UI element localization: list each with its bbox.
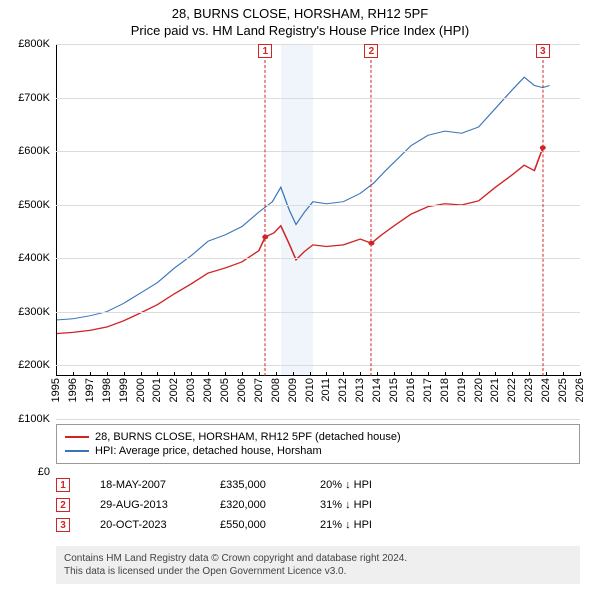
- y-tick-label: £500K: [18, 199, 56, 211]
- chart-marker: 3: [536, 44, 550, 58]
- legend-label: HPI: Average price, detached house, Hors…: [95, 445, 322, 457]
- transaction-date: 29-AUG-2013: [100, 499, 190, 511]
- transaction-row: 2 29-AUG-2013 £320,000 31% ↓ HPI: [56, 498, 580, 512]
- y-tick-label: £400K: [18, 252, 56, 264]
- chart: £0£100K£200K£300K£400K£500K£600K£700K£80…: [56, 44, 580, 376]
- transaction-delta: 20% ↓ HPI: [320, 479, 372, 491]
- legend-swatch: [65, 450, 89, 452]
- legend-item: HPI: Average price, detached house, Hors…: [65, 445, 571, 457]
- x-tick-label: 2005: [219, 378, 231, 402]
- transaction-row: 1 18-MAY-2007 £335,000 20% ↓ HPI: [56, 478, 580, 492]
- x-tick-label: 2026: [574, 378, 586, 402]
- transaction-date: 18-MAY-2007: [100, 479, 190, 491]
- chart-marker: 2: [364, 44, 378, 58]
- y-gridline: [56, 151, 580, 152]
- transaction-delta: 21% ↓ HPI: [320, 519, 372, 531]
- chart-marker-line: [371, 60, 372, 376]
- transactions-table: 1 18-MAY-2007 £335,000 20% ↓ HPI 2 29-AUG-201…: [56, 472, 580, 538]
- transaction-delta: 31% ↓ HPI: [320, 499, 372, 511]
- y-tick-label: £200K: [18, 359, 56, 371]
- transaction-price: £320,000: [220, 499, 290, 511]
- page-subtitle: Price paid vs. HM Land Registry's House …: [0, 23, 600, 38]
- x-tick-label: 1996: [67, 378, 79, 402]
- x-tick-label: 2015: [388, 378, 400, 402]
- x-tick-label: 2016: [405, 378, 417, 402]
- x-tick-label: 2023: [523, 378, 535, 402]
- x-tick-label: 1997: [84, 378, 96, 402]
- x-tick-label: 2013: [354, 378, 366, 402]
- page-title: 28, BURNS CLOSE, HORSHAM, RH12 5PF: [0, 6, 600, 21]
- x-tick-label: 2004: [202, 378, 214, 402]
- x-tick-label: 2018: [439, 378, 451, 402]
- y-gridline: [56, 205, 580, 206]
- y-gridline: [56, 258, 580, 259]
- x-tick-label: 2002: [168, 378, 180, 402]
- x-tick-label: 2009: [287, 378, 299, 402]
- y-gridline: [56, 419, 580, 420]
- x-tick-label: 2014: [371, 378, 383, 402]
- legend-label: 28, BURNS CLOSE, HORSHAM, RH12 5PF (deta…: [95, 431, 401, 443]
- x-tick-label: 2024: [540, 378, 552, 402]
- x-tick-label: 1999: [118, 378, 130, 402]
- y-tick-label: £0: [38, 466, 56, 478]
- x-tick-label: 2007: [253, 378, 265, 402]
- attribution-footer: Contains HM Land Registry data © Crown c…: [56, 546, 580, 584]
- x-tick-label: 2000: [135, 378, 147, 402]
- legend-swatch: [65, 436, 89, 438]
- x-tick-label: 2001: [151, 378, 163, 402]
- transaction-date: 20-OCT-2023: [100, 519, 190, 531]
- x-tick-label: 2021: [489, 378, 501, 402]
- footer-line: This data is licensed under the Open Gov…: [64, 565, 572, 578]
- y-tick-label: £300K: [18, 306, 56, 318]
- x-tick-label: 2008: [270, 378, 282, 402]
- y-gridline: [56, 98, 580, 99]
- transaction-marker: 1: [56, 478, 70, 492]
- x-axis-labels: 1995199619971998199920002001200220032004…: [56, 376, 580, 418]
- x-tick-label: 2011: [320, 378, 332, 402]
- x-tick-label: 2020: [473, 378, 485, 402]
- x-tick-label: 2006: [236, 378, 248, 402]
- transaction-marker: 3: [56, 518, 70, 532]
- x-tick-label: 2010: [304, 378, 316, 402]
- legend: 28, BURNS CLOSE, HORSHAM, RH12 5PF (deta…: [56, 424, 580, 464]
- x-tick-label: 2017: [422, 378, 434, 402]
- y-axis-line: [56, 44, 57, 376]
- x-tick-label: 1998: [101, 378, 113, 402]
- y-tick-label: £100K: [18, 413, 56, 425]
- y-gridline: [56, 365, 580, 366]
- x-tick-label: 2019: [456, 378, 468, 402]
- transaction-price: £550,000: [220, 519, 290, 531]
- x-tick-label: 2025: [557, 378, 569, 402]
- x-tick-label: 2003: [185, 378, 197, 402]
- transaction-marker: 2: [56, 498, 70, 512]
- y-tick-label: £800K: [18, 38, 56, 50]
- x-tick-label: 2022: [506, 378, 518, 402]
- series-property: [56, 148, 543, 334]
- chart-marker-line: [265, 60, 266, 376]
- transaction-row: 3 20-OCT-2023 £550,000 21% ↓ HPI: [56, 518, 580, 532]
- legend-item: 28, BURNS CLOSE, HORSHAM, RH12 5PF (deta…: [65, 431, 571, 443]
- transaction-price: £335,000: [220, 479, 290, 491]
- x-tick-label: 2012: [337, 378, 349, 402]
- x-tick-label: 1995: [50, 378, 62, 402]
- chart-marker-line: [542, 60, 543, 376]
- y-gridline: [56, 44, 580, 45]
- footer-line: Contains HM Land Registry data © Crown c…: [64, 552, 572, 565]
- y-tick-label: £600K: [18, 145, 56, 157]
- y-tick-label: £700K: [18, 92, 56, 104]
- chart-marker: 1: [258, 44, 272, 58]
- y-gridline: [56, 312, 580, 313]
- series-hpi: [56, 77, 550, 320]
